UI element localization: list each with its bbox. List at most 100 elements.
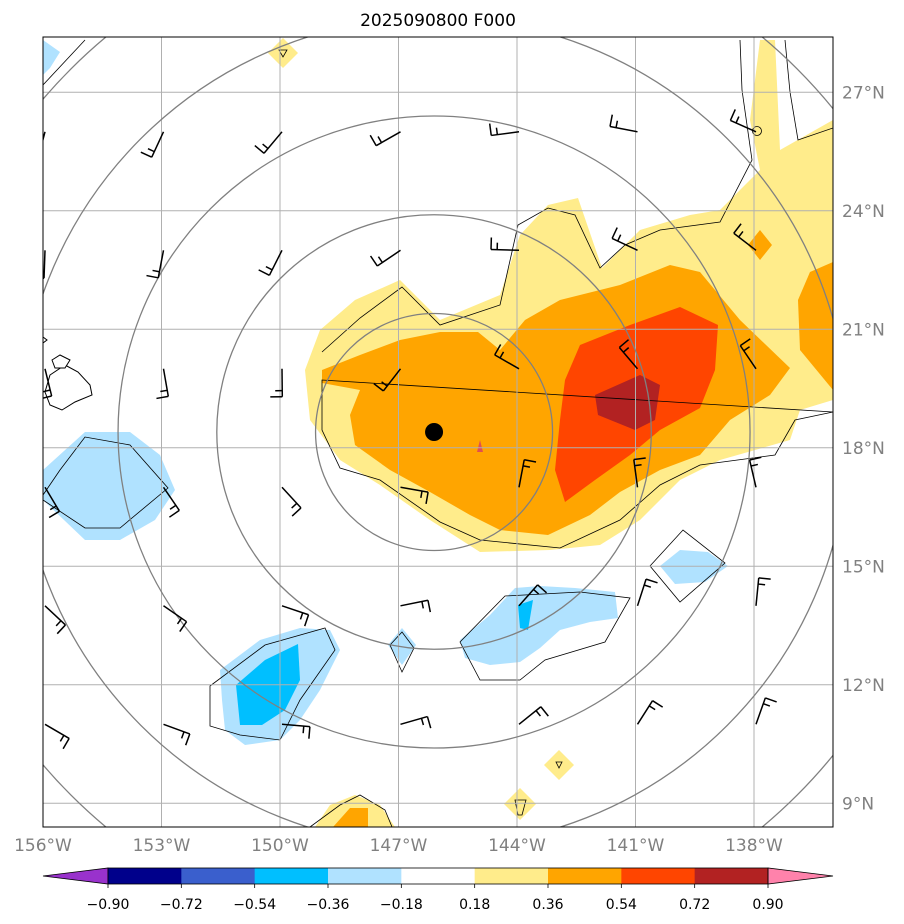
colorbar-segment — [474, 868, 549, 884]
range-ring — [314, 312, 554, 552]
contour-south — [459, 591, 631, 681]
colorbar-segment — [621, 868, 696, 884]
wind-barb — [636, 578, 658, 607]
wind-barb — [518, 459, 537, 488]
contour-south-edge — [309, 794, 393, 827]
range-ring — [117, 115, 751, 749]
map-frame — [42, 36, 834, 828]
colorbar-tick-label: −0.90 — [87, 897, 130, 913]
wind-barb — [755, 697, 777, 725]
wind-barb — [281, 723, 311, 739]
colorbar-tick-label: −0.54 — [233, 897, 276, 913]
range-ring — [216, 214, 652, 650]
wind-barb — [163, 723, 191, 746]
wind-barb — [146, 250, 165, 279]
wind-barb — [494, 344, 520, 370]
wind-barb — [518, 584, 548, 607]
wind-barb — [748, 456, 762, 488]
contour-west — [43, 436, 169, 529]
colorbar-tick-label: −0.72 — [160, 897, 203, 913]
wind-barb — [44, 605, 66, 635]
fill-pos-4 — [595, 375, 660, 430]
wind-barb — [739, 338, 757, 370]
colorbar-extend-high — [767, 867, 834, 885]
colorbar-extend-low — [42, 867, 109, 885]
lat-tick-label: 27°N — [842, 83, 885, 103]
island-big — [44, 364, 93, 411]
wind-barb — [44, 486, 61, 519]
fill-neg-1-south — [460, 586, 618, 665]
contour-dot-b — [555, 761, 563, 769]
fill-pos-4-dot — [477, 440, 483, 452]
colorbar-segment — [548, 868, 622, 884]
colorbar-tick-label: −0.18 — [380, 897, 423, 913]
island-maui — [51, 354, 71, 369]
wind-barb — [369, 249, 401, 267]
wind-barb — [369, 131, 401, 147]
colorbar-tick-label: 0.36 — [532, 897, 563, 913]
colorbar-segment — [181, 868, 256, 884]
contour-sw — [209, 627, 336, 741]
lat-tick-label: 18°N — [842, 439, 885, 459]
colorbar-segment — [254, 868, 329, 884]
wind-barb — [518, 706, 549, 725]
wind-barb — [156, 368, 170, 400]
figure-title: 2025090800 F000 — [360, 11, 516, 31]
wind-barb — [490, 237, 520, 252]
lat-tick-label: 9°N — [842, 794, 874, 814]
colorbar-segment — [694, 868, 769, 884]
wind-barb — [281, 486, 302, 517]
wind-barb — [254, 131, 283, 154]
lon-tick-label: 141°W — [607, 836, 665, 856]
lon-tick-label: 147°W — [370, 836, 428, 856]
wind-barb — [400, 486, 429, 505]
colorbar-tick-label: 0.18 — [459, 897, 490, 913]
lon-tick-label: 156°W — [14, 836, 72, 856]
fill-neg-2-south — [518, 600, 533, 630]
wind-barb — [488, 123, 520, 137]
lat-tick-label: 12°N — [842, 676, 885, 696]
lat-tick-label: 24°N — [842, 202, 885, 222]
wind-barb — [258, 249, 283, 276]
lon-tick-label: 153°W — [133, 836, 191, 856]
wind-barb — [611, 227, 638, 251]
wind-barb — [44, 723, 70, 750]
wind-barb — [400, 715, 432, 729]
contour-nw — [43, 39, 86, 86]
colorbar-tick-label: 0.54 — [606, 897, 637, 913]
colorbar-tick-label: 0.90 — [752, 897, 783, 913]
contour-main — [321, 39, 833, 549]
wind-barb — [400, 599, 432, 613]
colorbar-segment — [108, 868, 182, 884]
contour-dot-a — [278, 49, 288, 58]
colorbar-outline — [107, 867, 769, 885]
contour-east — [649, 529, 726, 603]
storm-center-marker — [425, 423, 444, 441]
fill-pos-1-dot-a — [268, 38, 298, 68]
wind-barb — [140, 131, 165, 158]
wind-barb — [729, 109, 757, 133]
lat-tick-label: 21°N — [842, 320, 885, 340]
wind-barb — [733, 223, 757, 251]
fill-pos-1-dot-c — [504, 788, 536, 820]
fill-pos-2-south — [333, 808, 368, 827]
axis-tick-labels: 156°W 153°W 150°W 147°W 144°W 141°W 138°W 27°N 2… — [14, 83, 885, 856]
fill-pos-2-east — [798, 262, 833, 390]
coastlines-hawaii — [43, 336, 93, 411]
lon-tick-label: 150°W — [251, 836, 309, 856]
wind-barb — [162, 486, 180, 518]
colorbar-tick-label: −0.36 — [307, 897, 350, 913]
fill-neg-1-nw — [43, 40, 60, 75]
colorbar-tick-label: 0.72 — [679, 897, 710, 913]
wind-barb — [270, 368, 284, 398]
gridlines — [43, 37, 833, 827]
wind-barb — [281, 605, 310, 627]
lon-tick-label: 144°W — [488, 836, 546, 856]
wind-barb — [43, 131, 46, 143]
colorbar: −0.90 −0.72 −0.54 −0.36 −0.18 0.18 0.36 0.54 0.7… — [42, 867, 834, 913]
fill-pos-1-dot-b — [544, 750, 574, 780]
wind-barb — [755, 577, 771, 606]
wind-barb — [609, 114, 638, 133]
